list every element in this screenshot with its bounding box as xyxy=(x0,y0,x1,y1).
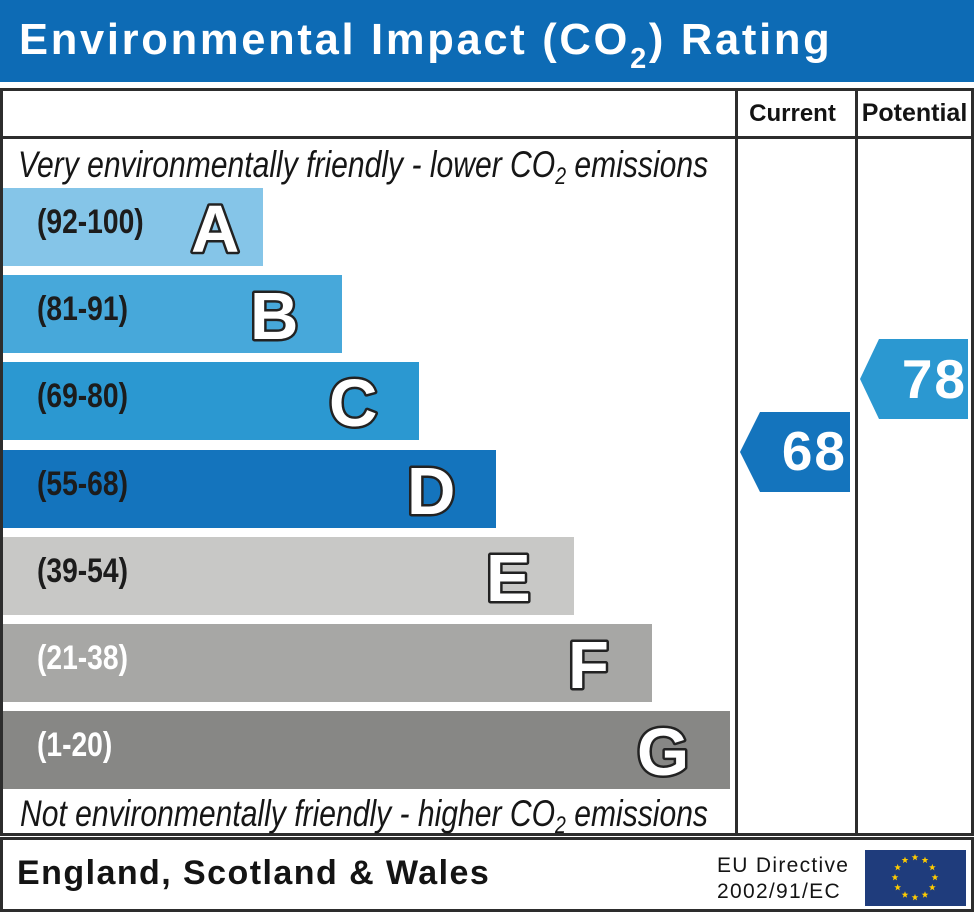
svg-text:E: E xyxy=(486,548,531,612)
svg-text:G: G xyxy=(637,722,689,786)
svg-text:A: A xyxy=(191,199,239,263)
svg-text:D: D xyxy=(407,461,455,525)
svg-text:F: F xyxy=(568,635,609,699)
svg-text:68: 68 xyxy=(782,420,847,482)
svg-text:C: C xyxy=(329,373,377,437)
svg-text:B: B xyxy=(250,286,298,350)
svg-text:78: 78 xyxy=(902,348,967,410)
